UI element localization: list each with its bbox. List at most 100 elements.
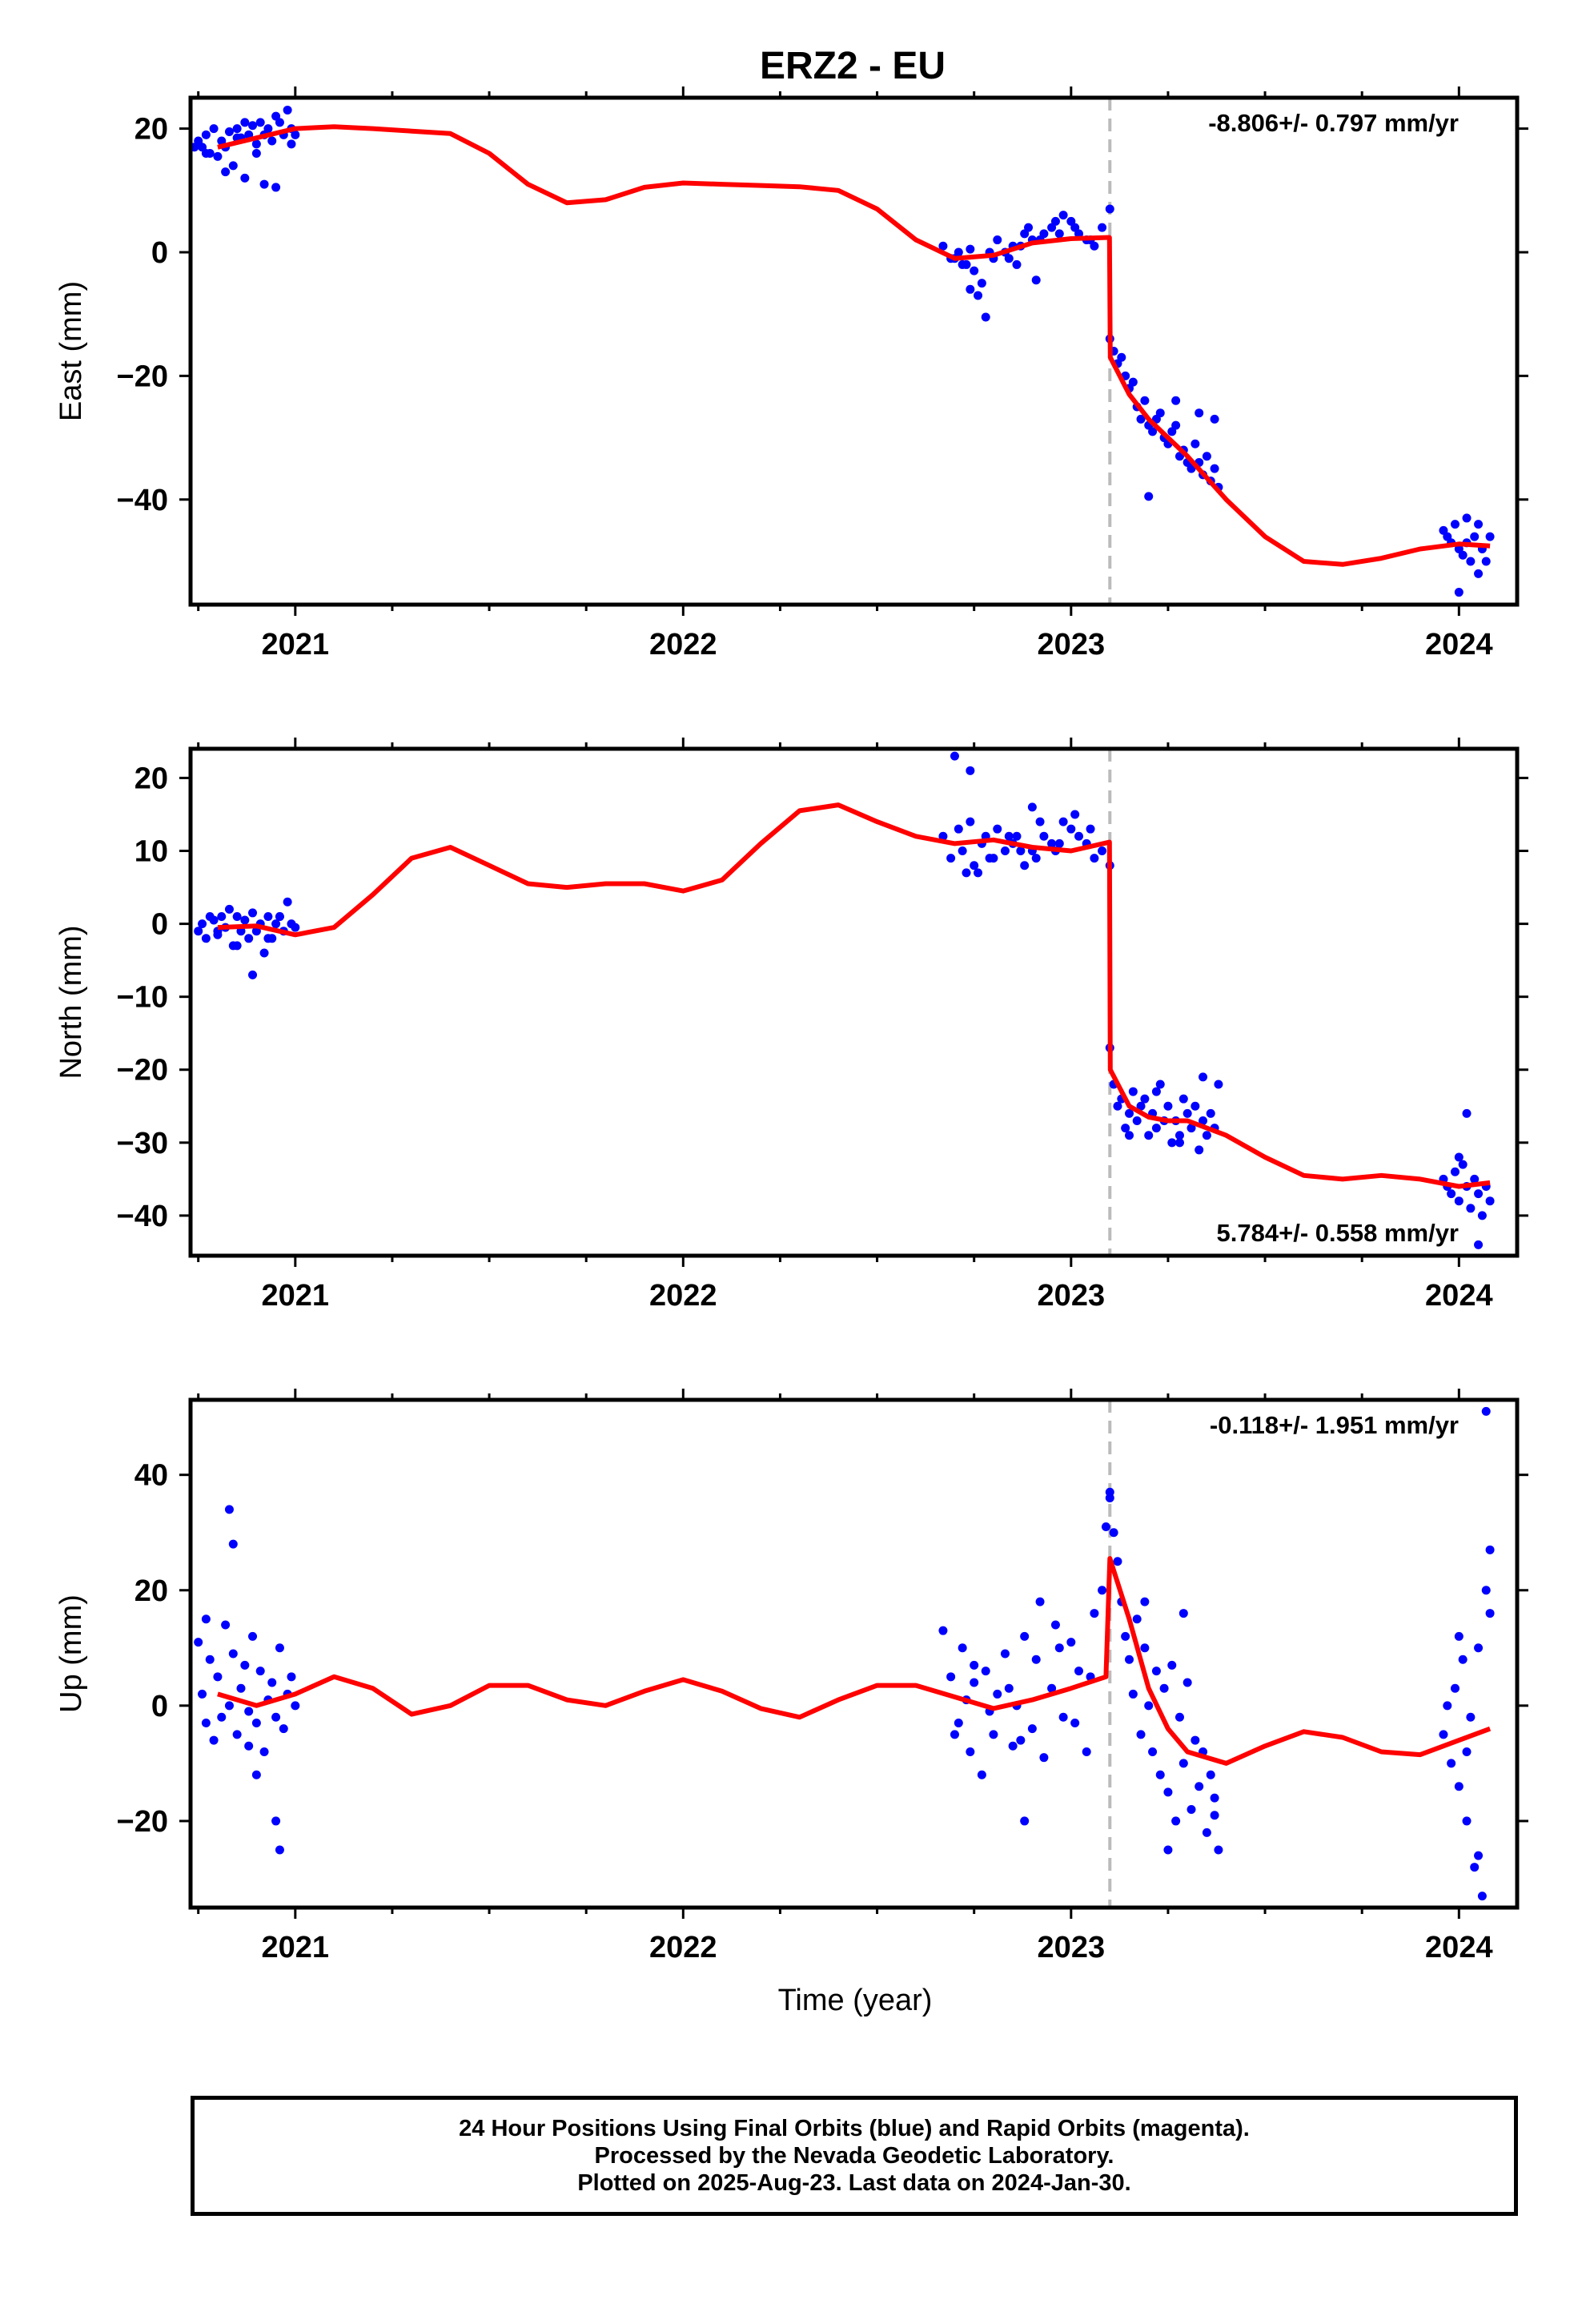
east-data-point bbox=[962, 259, 971, 269]
up-data-point bbox=[1462, 1747, 1472, 1756]
up-data-point bbox=[989, 1730, 998, 1739]
north-y-axis-label: North (mm) bbox=[54, 925, 88, 1079]
up-data-point bbox=[251, 1770, 261, 1779]
north-data-point bbox=[1027, 802, 1037, 812]
x-axis-label: Time (year) bbox=[778, 1984, 933, 2017]
up-data-point bbox=[1124, 1655, 1134, 1664]
north-data-point bbox=[244, 934, 254, 943]
north-data-point bbox=[974, 868, 983, 878]
north-data-point bbox=[1074, 831, 1084, 841]
east-data-point bbox=[291, 130, 300, 139]
east-y-axis-label: East (mm) bbox=[54, 281, 88, 421]
east-data-point bbox=[240, 173, 250, 183]
up-x-tick-label: 2023 bbox=[1038, 1931, 1106, 1964]
north-data-point bbox=[1470, 1174, 1480, 1184]
up-data-point bbox=[228, 1539, 238, 1549]
east-x-tick-label: 2022 bbox=[649, 628, 717, 661]
east-panel: 2021 2022 2023 2024 −40 −20 0 20 East (mm) -8.806… bbox=[54, 86, 1528, 661]
up-data-point bbox=[966, 1747, 975, 1756]
up-plot-area bbox=[194, 1406, 1495, 1901]
east-data-point bbox=[1171, 396, 1181, 405]
north-data-point bbox=[1163, 1101, 1173, 1111]
up-data-point bbox=[1477, 1892, 1487, 1901]
up-data-point bbox=[1027, 1724, 1037, 1734]
east-data-point bbox=[240, 118, 250, 127]
up-data-point bbox=[1113, 1557, 1122, 1566]
up-data-point bbox=[251, 1718, 261, 1727]
up-data-point bbox=[1206, 1770, 1215, 1779]
up-data-point bbox=[1163, 1787, 1173, 1797]
north-x-tick-label: 2023 bbox=[1038, 1279, 1106, 1313]
east-plot-area bbox=[191, 105, 1495, 597]
north-data-point bbox=[263, 911, 273, 921]
up-data-point bbox=[1191, 1735, 1200, 1745]
up-panel: 2021 2022 2023 2024 −20 0 20 40 Up (mm) -0.118+/-… bbox=[54, 1389, 1528, 1964]
east-y-tick-label: 20 bbox=[135, 113, 168, 147]
up-data-point bbox=[275, 1643, 284, 1653]
north-data-point bbox=[1477, 1211, 1487, 1220]
up-data-point bbox=[1031, 1655, 1041, 1664]
up-data-point bbox=[1454, 1782, 1464, 1791]
north-data-point bbox=[217, 911, 227, 921]
up-rate-label: -0.118+/- 1.951 mm/yr bbox=[1210, 1411, 1459, 1439]
up-data-point bbox=[259, 1747, 269, 1756]
up-data-point bbox=[1121, 1631, 1130, 1641]
up-data-point bbox=[1214, 1845, 1223, 1855]
up-data-point bbox=[209, 1735, 219, 1745]
north-data-point bbox=[283, 897, 292, 907]
up-data-point bbox=[946, 1672, 956, 1682]
north-data-point bbox=[985, 854, 994, 863]
north-y-tick-label: −30 bbox=[117, 1127, 168, 1160]
east-data-point bbox=[1470, 532, 1480, 541]
east-data-point bbox=[1105, 204, 1114, 214]
up-data-point bbox=[1178, 1609, 1188, 1618]
north-data-point bbox=[993, 824, 1002, 834]
up-data-point bbox=[1050, 1620, 1060, 1630]
north-data-point bbox=[1174, 1138, 1184, 1148]
north-data-point bbox=[1016, 846, 1026, 856]
east-data-point bbox=[1210, 414, 1219, 424]
up-data-point bbox=[1140, 1643, 1150, 1653]
east-data-point bbox=[275, 118, 284, 127]
up-data-point bbox=[213, 1672, 223, 1682]
east-data-point bbox=[263, 124, 273, 134]
north-x-tick-label: 2024 bbox=[1425, 1279, 1493, 1313]
up-data-point bbox=[1054, 1643, 1064, 1653]
north-data-point bbox=[1113, 1101, 1122, 1111]
figure-title: ERZ2 - EU bbox=[760, 45, 946, 87]
up-data-point bbox=[275, 1845, 284, 1855]
up-data-point bbox=[1195, 1782, 1204, 1791]
up-data-point bbox=[1140, 1597, 1150, 1606]
east-axes-frame bbox=[188, 95, 1520, 607]
north-data-point bbox=[958, 846, 967, 856]
up-data-point bbox=[1020, 1816, 1030, 1826]
up-data-point bbox=[1202, 1827, 1211, 1837]
up-data-point bbox=[201, 1718, 211, 1727]
north-data-point bbox=[1206, 1108, 1215, 1118]
up-data-point bbox=[1074, 1667, 1084, 1676]
up-model-curve bbox=[217, 1556, 1492, 1766]
east-data-point bbox=[938, 241, 948, 251]
east-data-point bbox=[1012, 259, 1022, 269]
up-data-point bbox=[1070, 1718, 1080, 1727]
east-data-point bbox=[213, 151, 223, 161]
north-data-point bbox=[240, 915, 250, 925]
up-data-point bbox=[1148, 1747, 1158, 1756]
north-data-point bbox=[1151, 1087, 1161, 1096]
east-data-point bbox=[1117, 352, 1126, 362]
footer-line-1: 24 Hour Positions Using Final Orbits (bl… bbox=[459, 2116, 1250, 2141]
north-data-point bbox=[201, 934, 211, 943]
up-data-point bbox=[255, 1667, 265, 1676]
east-data-point bbox=[1474, 520, 1484, 529]
north-data-point bbox=[291, 923, 300, 932]
up-data-point bbox=[970, 1678, 979, 1687]
north-data-point bbox=[1454, 1196, 1464, 1206]
north-data-point bbox=[962, 868, 971, 878]
east-data-point bbox=[993, 235, 1002, 245]
north-data-point bbox=[248, 970, 258, 979]
east-data-point bbox=[1462, 513, 1472, 523]
north-y-tick-label: −10 bbox=[117, 981, 168, 1015]
north-data-point bbox=[194, 927, 203, 936]
up-data-point bbox=[1144, 1701, 1154, 1711]
east-data-point bbox=[191, 143, 199, 152]
